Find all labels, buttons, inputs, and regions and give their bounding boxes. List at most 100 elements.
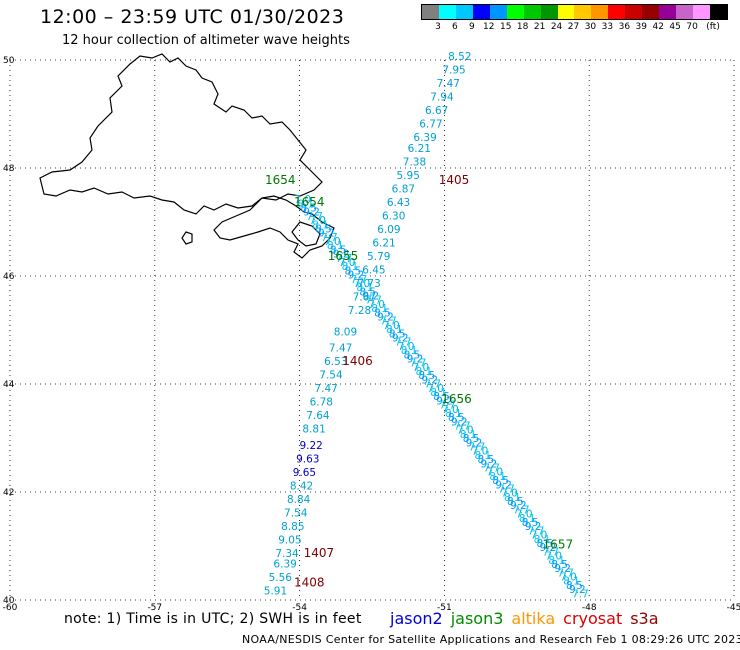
coastline-island [213,195,335,259]
track-glyph: 8.1 [386,324,403,336]
wave-height-value: 7.47 [437,78,460,90]
pass-number: 1408 [294,576,325,590]
track-glyph: 9.2 [510,500,527,512]
track-glyph: 7.7 [365,295,382,307]
pass-number: 1656 [441,392,472,406]
track-glyph: 8.5 [389,328,406,340]
coastline-peninsula [291,221,321,247]
legend-swatch [693,5,710,19]
wave-height-value: 7.47 [329,343,352,355]
track-glyph: 8.1 [445,408,462,420]
track-glyph: 8.5 [433,391,450,403]
legend-swatch [591,5,609,19]
axis-tick-labels: -60 -57 -54 -51 -48 -45 50 48 46 44 42 40 [3,56,740,613]
track-glyph: 9.2 [362,291,379,303]
track-glyph: 8.5 [345,265,362,277]
legend-label: 36 [618,22,631,32]
track-glyph: 7.0 [472,446,489,458]
pass-labels: 1405 1406 1407 1408 1654 1655 1656 1657 1654 [265,173,573,589]
track-glyph: 7.7 [542,546,559,558]
track-glyph: 7.7 [498,483,515,495]
track-glyph: 7.7 [321,232,338,244]
legend-swatch [608,5,626,19]
track-glyph: 9.2 [480,458,497,470]
track-glyph: 8.1 [460,429,477,441]
satellite-jason2: jason2 [390,609,443,628]
track-glyph: 8.5 [463,433,480,445]
track-glyph: 7.0 [560,572,577,584]
track-glyph: 8.1 [327,240,344,252]
wave-height-value: 7.67 [353,291,376,303]
wave-height-value: 8.42 [290,480,313,492]
wave-height-value: 7.38 [403,156,426,168]
track-glyph: 8.5 [359,286,376,298]
legend-swatch [506,5,524,19]
wave-height-value: 5.56 [269,572,293,584]
track-glyph: 9.2 [495,479,512,491]
track-glyph: 9.2 [333,249,350,261]
track-glyph: 8.5 [522,517,539,529]
track-glyph: 8.5 [537,538,554,550]
legend-swatch [625,5,643,19]
legend-swatch [523,5,541,19]
wave-height-value: 6.45 [362,264,385,276]
satellite-s3a: s3a [630,609,659,628]
altimeter-tracks: 7.08.18.59.27.77.08.18.59.27.77.08.18.59… [294,194,588,600]
track-glyph: 7.7 [380,316,397,328]
track-glyph: 9.2 [525,521,542,533]
track-glyph: 7.7 [439,400,456,412]
lon-tick-label: -54 [292,603,307,613]
track-glyph: 7.0 [501,488,518,500]
pass-number: 1407 [304,546,335,560]
legend-label: 24 [550,22,563,32]
track-glyph: 8.1 [312,219,329,231]
wave-height-value: 5.79 [367,251,390,263]
track-glyph: 9.2 [554,563,571,575]
track-glyph: 7.0 [457,425,474,437]
lon-tick-label: -45 [727,603,740,613]
track-glyph: 8.5 [492,475,509,487]
lat-tick-label: 44 [3,380,15,390]
legend-label: 3 [435,22,441,32]
track-glyph: 8.1 [504,492,521,504]
legend-swatch [709,5,727,19]
map-subtitle: 12 hour collection of altimeter wave hei… [62,33,350,48]
track-glyph: 7.7 [410,358,427,370]
track-glyph: 9.2 [377,312,394,324]
track-glyph: 8.5 [418,370,435,382]
legend-label: 70 [686,22,698,32]
pass-number: 1655 [328,249,359,263]
wave-height-value: 7.54 [284,507,308,519]
legend-swatch [676,5,693,19]
wave-height-value: 7.95 [442,65,465,77]
track-glyph: 8.5 [330,244,347,256]
wave-height-value: 6.21 [408,143,431,155]
legend-label: 18 [516,22,529,32]
track-glyph: 9.2 [392,332,409,344]
coastline-mainland [39,53,323,215]
track-glyph: 7.7 [469,442,486,454]
wave-height-value: 9.65 [293,467,316,479]
legend-swatch [574,5,592,19]
pass-number: 1406 [342,354,373,368]
track-glyph: 7.0 [368,299,385,311]
lat-tick-label: 40 [3,596,15,606]
lon-tick-label: -60 [3,603,18,613]
track-glyph: 8.1 [430,387,447,399]
legend-label: 30 [584,22,597,32]
pass-number: 1405 [439,173,470,187]
lat-tick-label: 42 [3,488,14,498]
legend-swatch [438,5,456,19]
track-glyph: 7.7 [306,211,323,223]
track-glyph: 9.2 [466,437,483,449]
track-glyph: 9.2 [318,228,335,240]
legend-swatch [540,5,558,19]
wave-height-value: 9.22 [299,440,322,452]
track-glyph: 8.5 [300,202,317,214]
track-glyph: 7.0 [531,530,548,542]
wave-height-value: 6.39 [413,132,436,144]
legend-label: 39 [635,22,647,32]
track-glyph: 7.7 [395,337,412,349]
lon-tick-label: -57 [147,603,162,613]
legend-label: 12 [483,22,495,32]
